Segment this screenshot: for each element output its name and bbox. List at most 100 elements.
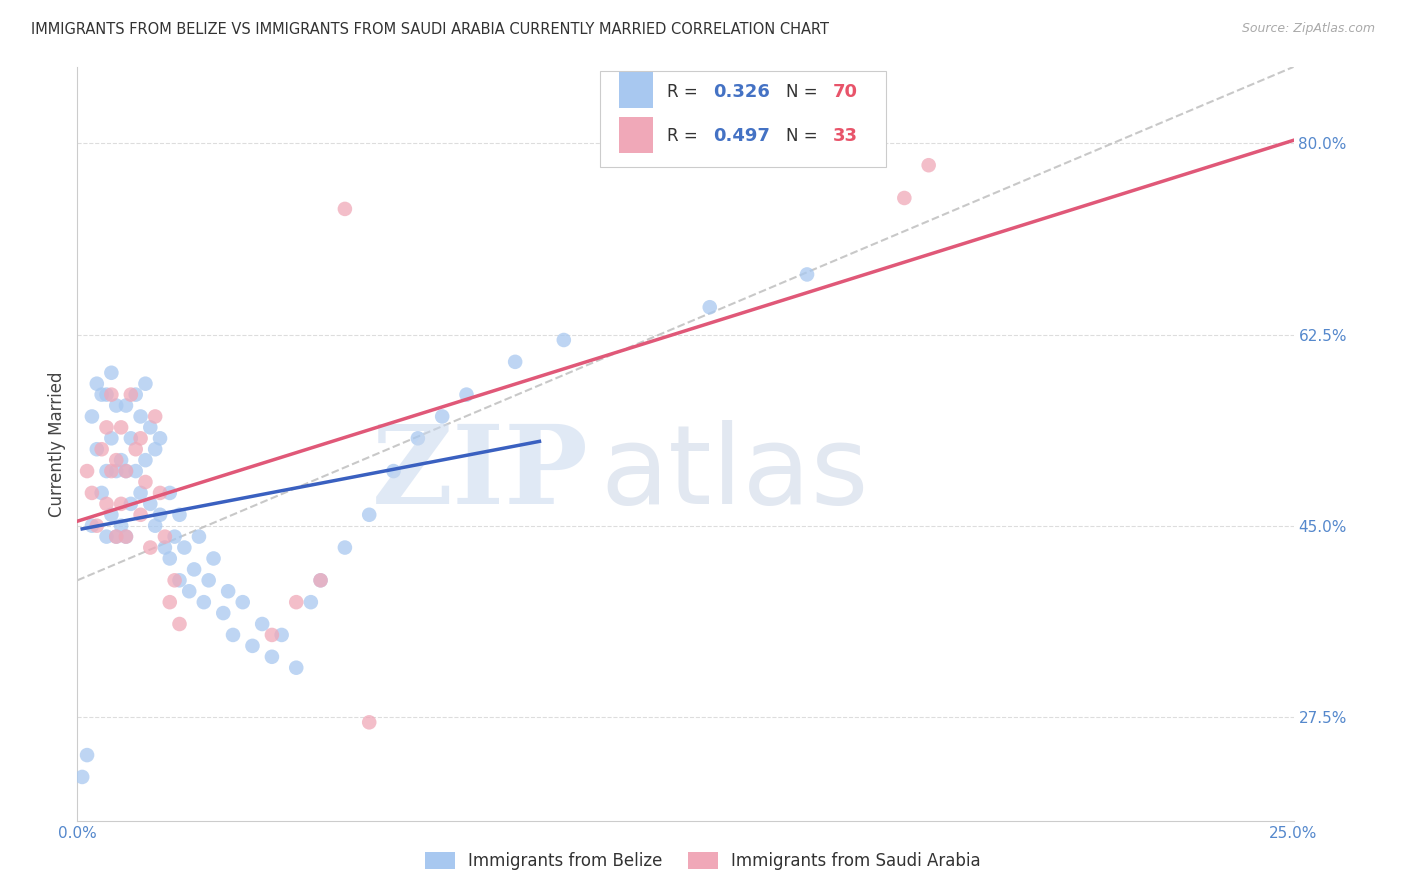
Point — [115, 464, 138, 478]
Point — [456, 387, 478, 401]
Point — [134, 475, 156, 489]
Text: ZIP: ZIP — [371, 420, 588, 527]
Point — [105, 399, 128, 413]
Point — [143, 442, 166, 457]
Point — [193, 595, 215, 609]
Point — [359, 715, 381, 730]
Point — [86, 518, 108, 533]
FancyBboxPatch shape — [619, 72, 652, 109]
Point — [183, 562, 205, 576]
Text: N =: N = — [786, 128, 824, 145]
Text: R =: R = — [668, 83, 703, 101]
Point — [76, 464, 98, 478]
Point — [110, 420, 132, 434]
Point — [115, 530, 138, 544]
Point — [139, 497, 162, 511]
Point — [143, 518, 166, 533]
Text: 0.497: 0.497 — [713, 128, 770, 145]
Point — [893, 191, 915, 205]
Point — [80, 518, 103, 533]
Point — [163, 530, 186, 544]
Legend: Immigrants from Belize, Immigrants from Saudi Arabia: Immigrants from Belize, Immigrants from … — [419, 845, 987, 877]
Point — [105, 453, 128, 467]
Point — [179, 584, 201, 599]
Point — [134, 376, 156, 391]
Point — [153, 530, 176, 544]
Point — [120, 431, 142, 445]
Point — [285, 595, 308, 609]
Point — [173, 541, 195, 555]
Point — [100, 366, 122, 380]
Text: Source: ZipAtlas.com: Source: ZipAtlas.com — [1241, 22, 1375, 36]
Point — [232, 595, 254, 609]
Point — [76, 748, 98, 763]
Point — [285, 661, 308, 675]
Point — [242, 639, 264, 653]
Point — [110, 497, 132, 511]
Point — [309, 574, 332, 588]
Point — [169, 508, 191, 522]
Text: 70: 70 — [832, 83, 858, 101]
Point — [125, 464, 148, 478]
Point — [159, 595, 181, 609]
Point — [105, 530, 128, 544]
Point — [86, 442, 108, 457]
Point — [260, 649, 283, 664]
Point — [80, 409, 103, 424]
Point — [406, 431, 429, 445]
Text: N =: N = — [786, 83, 824, 101]
Point — [90, 442, 112, 457]
Point — [169, 574, 191, 588]
Point — [105, 464, 128, 478]
Point — [105, 530, 128, 544]
Text: IMMIGRANTS FROM BELIZE VS IMMIGRANTS FROM SAUDI ARABIA CURRENTLY MARRIED CORRELA: IMMIGRANTS FROM BELIZE VS IMMIGRANTS FRO… — [31, 22, 830, 37]
Point — [503, 355, 526, 369]
Point — [110, 453, 132, 467]
FancyBboxPatch shape — [619, 117, 652, 153]
Point — [90, 387, 112, 401]
Point — [918, 158, 941, 172]
Point — [134, 453, 156, 467]
Point — [100, 431, 122, 445]
Point — [110, 518, 132, 533]
Point — [86, 376, 108, 391]
Point — [553, 333, 575, 347]
Point — [115, 399, 138, 413]
Point — [149, 508, 172, 522]
Point — [96, 497, 118, 511]
Point — [120, 387, 142, 401]
Point — [333, 202, 356, 216]
Point — [96, 464, 118, 478]
Point — [699, 300, 721, 314]
Point — [270, 628, 292, 642]
Point — [169, 617, 191, 632]
Point — [202, 551, 225, 566]
Y-axis label: Currently Married: Currently Married — [48, 371, 66, 516]
Point — [80, 486, 103, 500]
Point — [188, 530, 211, 544]
Point — [70, 770, 93, 784]
Point — [120, 497, 142, 511]
Point — [333, 541, 356, 555]
Point — [217, 584, 239, 599]
Point — [139, 420, 162, 434]
Point — [250, 617, 273, 632]
Point — [96, 387, 118, 401]
Text: atlas: atlas — [600, 420, 869, 527]
Point — [100, 464, 122, 478]
Point — [115, 464, 138, 478]
Point — [96, 530, 118, 544]
Point — [796, 268, 818, 282]
Point — [100, 387, 122, 401]
Point — [382, 464, 405, 478]
Text: 33: 33 — [832, 128, 858, 145]
Point — [100, 508, 122, 522]
Point — [222, 628, 245, 642]
Point — [197, 574, 219, 588]
Text: 0.326: 0.326 — [713, 83, 770, 101]
Point — [430, 409, 453, 424]
FancyBboxPatch shape — [600, 70, 886, 167]
Point — [129, 486, 152, 500]
Point — [129, 508, 152, 522]
Point — [299, 595, 322, 609]
